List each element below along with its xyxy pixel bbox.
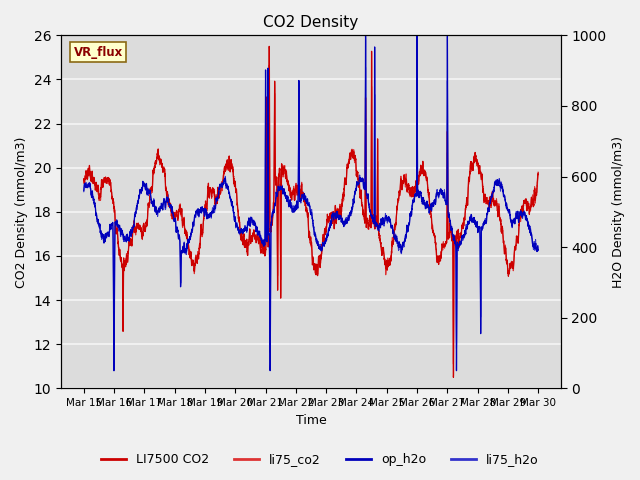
Legend: LI7500 CO2, li75_co2, op_h2o, li75_h2o: LI7500 CO2, li75_co2, op_h2o, li75_h2o — [96, 448, 544, 471]
Y-axis label: H2O Density (mmol/m3): H2O Density (mmol/m3) — [612, 136, 625, 288]
Title: CO2 Density: CO2 Density — [263, 15, 358, 30]
Text: VR_flux: VR_flux — [74, 46, 123, 59]
X-axis label: Time: Time — [296, 414, 326, 427]
Y-axis label: CO2 Density (mmol/m3): CO2 Density (mmol/m3) — [15, 136, 28, 288]
